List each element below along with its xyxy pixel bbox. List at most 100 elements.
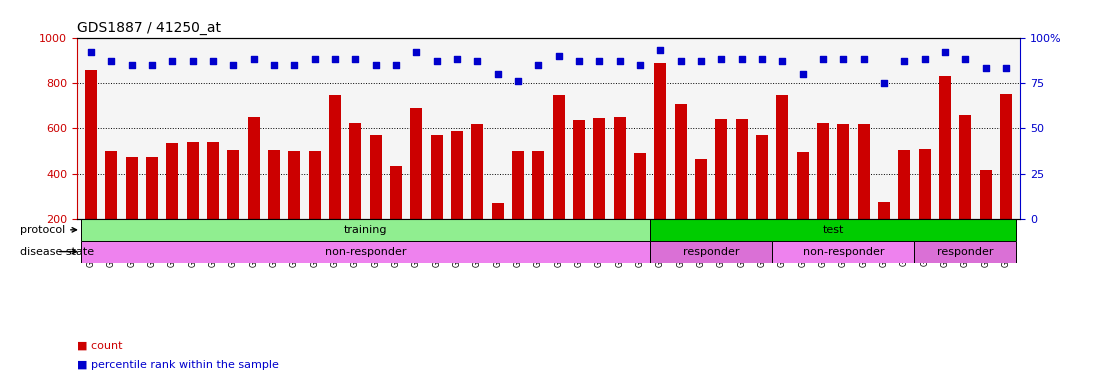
Bar xyxy=(980,170,992,264)
Bar xyxy=(939,76,951,264)
Bar xyxy=(227,150,239,264)
Bar xyxy=(268,150,280,264)
Point xyxy=(773,58,791,64)
Point xyxy=(814,56,832,62)
Point xyxy=(957,56,974,62)
Point xyxy=(671,58,689,64)
Point xyxy=(144,62,161,68)
Point xyxy=(449,56,466,62)
Point xyxy=(163,58,181,64)
Point xyxy=(509,78,527,84)
Point xyxy=(936,49,953,55)
Bar xyxy=(651,219,1016,241)
Text: training: training xyxy=(343,225,387,235)
Point xyxy=(82,49,100,55)
Point xyxy=(103,58,121,64)
Point xyxy=(692,58,710,64)
Point xyxy=(855,56,872,62)
Point xyxy=(754,56,771,62)
Bar xyxy=(389,166,403,264)
Bar xyxy=(898,150,911,264)
Bar xyxy=(694,159,708,264)
Bar xyxy=(410,108,422,264)
Bar xyxy=(451,131,463,264)
Point xyxy=(997,65,1015,71)
Bar xyxy=(651,241,772,262)
Point xyxy=(468,58,486,64)
Point xyxy=(347,56,364,62)
Point xyxy=(794,71,812,77)
Bar xyxy=(654,63,667,264)
Bar xyxy=(959,115,972,264)
Bar xyxy=(756,135,768,264)
Point xyxy=(306,56,324,62)
Bar xyxy=(430,135,443,264)
Bar xyxy=(837,124,849,264)
Bar xyxy=(675,104,687,264)
Bar xyxy=(349,123,361,264)
Bar xyxy=(105,151,117,264)
Bar xyxy=(715,119,727,264)
Bar xyxy=(491,203,504,264)
Bar xyxy=(817,123,829,264)
Point xyxy=(204,58,222,64)
Bar xyxy=(878,202,890,264)
Bar xyxy=(573,120,585,264)
Text: non-responder: non-responder xyxy=(803,247,884,256)
Bar xyxy=(329,95,341,264)
Point xyxy=(245,56,262,62)
Point xyxy=(408,49,426,55)
Bar xyxy=(772,241,915,262)
Bar xyxy=(613,117,625,264)
Bar xyxy=(512,151,524,264)
Point xyxy=(428,58,445,64)
Bar xyxy=(736,119,748,264)
Point xyxy=(835,56,852,62)
Text: responder: responder xyxy=(937,247,994,256)
Text: non-responder: non-responder xyxy=(325,247,406,256)
Bar xyxy=(472,124,484,264)
Point xyxy=(387,62,405,68)
Bar xyxy=(593,118,606,264)
Bar xyxy=(915,241,1016,262)
Bar xyxy=(146,157,158,264)
Text: protocol: protocol xyxy=(20,225,77,235)
Point xyxy=(184,58,202,64)
Point xyxy=(611,58,629,64)
Bar xyxy=(858,124,870,264)
Point xyxy=(916,56,934,62)
Bar xyxy=(84,70,98,264)
Point xyxy=(225,62,242,68)
Bar xyxy=(125,157,138,264)
Bar xyxy=(370,135,382,264)
Text: GDS1887 / 41250_at: GDS1887 / 41250_at xyxy=(77,21,220,35)
Point xyxy=(875,80,893,86)
Text: disease state: disease state xyxy=(20,247,94,256)
Point xyxy=(326,56,343,62)
Point xyxy=(976,65,994,71)
Bar xyxy=(634,153,646,264)
Text: ■ percentile rank within the sample: ■ percentile rank within the sample xyxy=(77,360,279,369)
Bar xyxy=(207,142,219,264)
Point xyxy=(366,62,384,68)
Bar xyxy=(532,151,544,264)
Point xyxy=(550,53,567,58)
Bar xyxy=(999,94,1013,264)
Point xyxy=(652,47,669,53)
Point xyxy=(713,56,731,62)
Point xyxy=(570,58,588,64)
Point xyxy=(590,58,608,64)
Bar xyxy=(796,152,808,264)
Point xyxy=(123,62,140,68)
Bar xyxy=(918,148,930,264)
Point xyxy=(733,56,750,62)
Point xyxy=(489,71,507,77)
Text: responder: responder xyxy=(683,247,739,256)
Point xyxy=(530,62,547,68)
Bar xyxy=(81,241,651,262)
Point xyxy=(895,58,913,64)
Point xyxy=(631,62,648,68)
Bar xyxy=(186,142,199,264)
Bar xyxy=(289,151,301,264)
Text: test: test xyxy=(823,225,844,235)
